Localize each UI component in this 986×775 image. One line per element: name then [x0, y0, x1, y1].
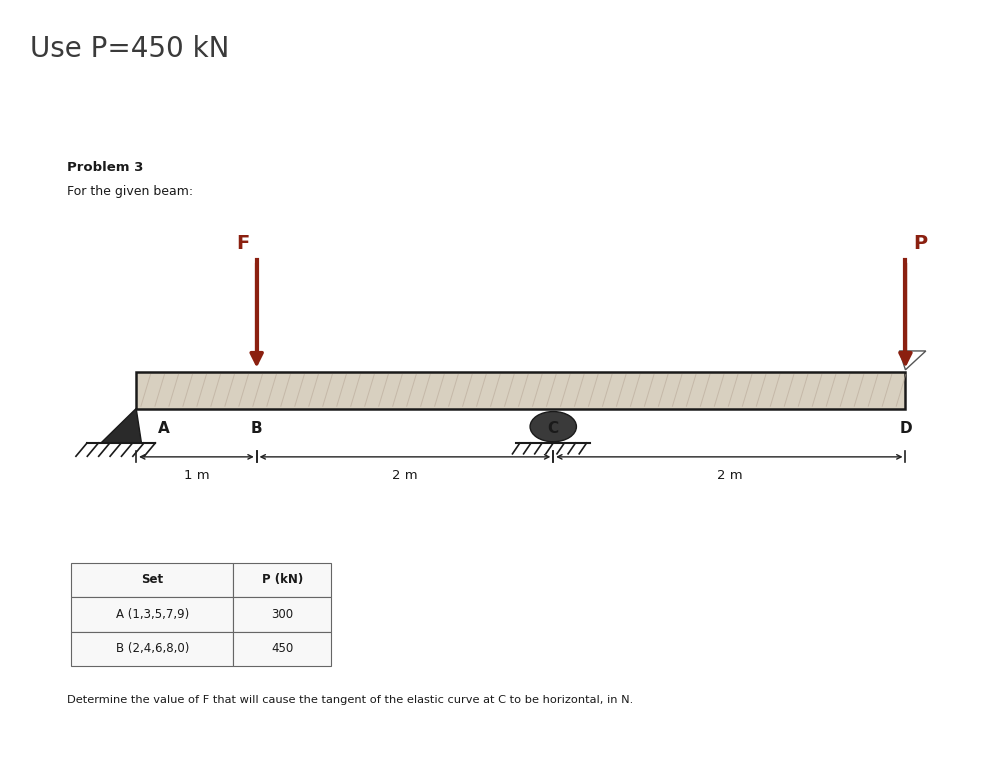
Text: C: C [547, 421, 559, 436]
Text: B: B [250, 421, 262, 436]
Text: 2 m: 2 m [392, 469, 418, 482]
Text: 450: 450 [271, 642, 293, 656]
Text: A: A [158, 421, 170, 436]
Bar [71, 563, 234, 597]
Text: F: F [236, 234, 249, 253]
Text: P (kN): P (kN) [261, 574, 303, 587]
Text: Set: Set [141, 574, 164, 587]
Bar [71, 632, 234, 666]
Bar [234, 563, 330, 597]
Bar [234, 597, 330, 632]
Text: For the given beam:: For the given beam: [67, 184, 193, 198]
Text: 300: 300 [271, 608, 293, 621]
Text: Use P=450 kN: Use P=450 kN [30, 35, 229, 63]
Text: 2 m: 2 m [717, 469, 742, 482]
Polygon shape [101, 408, 141, 443]
Text: 1 m: 1 m [183, 469, 209, 482]
Circle shape [530, 412, 577, 442]
Text: Problem 3: Problem 3 [67, 160, 143, 174]
Text: A (1,3,5,7,9): A (1,3,5,7,9) [115, 608, 189, 621]
Text: Determine the value of F that will cause the tangent of the elastic curve at C t: Determine the value of F that will cause… [67, 694, 633, 704]
Bar [136, 372, 905, 408]
Text: D: D [899, 421, 912, 436]
Text: B (2,4,6,8,0): B (2,4,6,8,0) [115, 642, 189, 656]
Bar [234, 632, 330, 666]
Bar [71, 597, 234, 632]
Text: P: P [913, 234, 927, 253]
